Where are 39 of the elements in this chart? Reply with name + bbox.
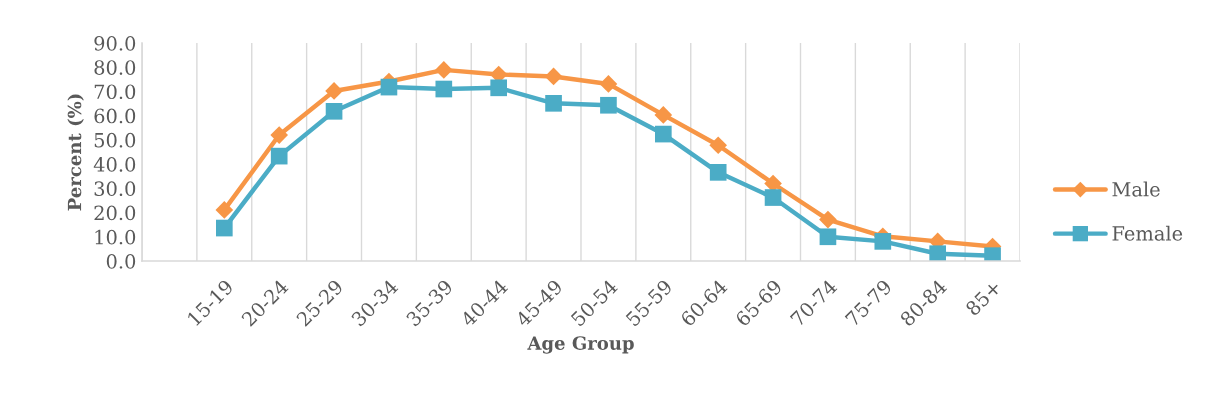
y-tick-label: 60.0: [94, 108, 136, 124]
point: [270, 126, 289, 144]
point: [929, 245, 947, 261]
point: [874, 233, 892, 250]
point: [270, 147, 288, 165]
point: [654, 125, 672, 143]
legend-label: Male: [1112, 181, 1160, 197]
x-tick-label: 85+: [964, 279, 1002, 317]
point: [215, 219, 233, 237]
y-tick-label: 10.0: [95, 229, 136, 245]
y-tick-label: 70.0: [94, 84, 136, 100]
point: [709, 136, 728, 155]
point: [600, 96, 617, 114]
point: [215, 201, 234, 219]
y-tick-label: 0.0: [106, 253, 136, 269]
point: [819, 210, 837, 229]
y-tick-label: 20.0: [94, 205, 136, 221]
y-tick-label: 80.0: [94, 60, 136, 75]
point: [544, 67, 563, 86]
x-axis-title: Age Group: [527, 336, 634, 354]
y-tick-label: 50.0: [94, 132, 136, 148]
point: [599, 75, 618, 93]
point: [654, 106, 673, 124]
legend-label: Female: [1112, 225, 1183, 241]
point: [984, 247, 1001, 261]
y-tick-label: 30.0: [94, 181, 136, 196]
point: [490, 79, 508, 97]
point: [434, 61, 453, 79]
y-tick-label: 90.0: [94, 35, 136, 51]
point: [380, 78, 398, 96]
point: [325, 82, 343, 100]
point: [545, 94, 562, 112]
point: [709, 164, 727, 181]
point: [435, 80, 453, 98]
y-axis-title: Percent (%): [67, 94, 84, 211]
point: [325, 102, 343, 120]
y-tick-label: 40.0: [93, 157, 136, 172]
point: [819, 228, 837, 246]
point: [764, 189, 782, 206]
